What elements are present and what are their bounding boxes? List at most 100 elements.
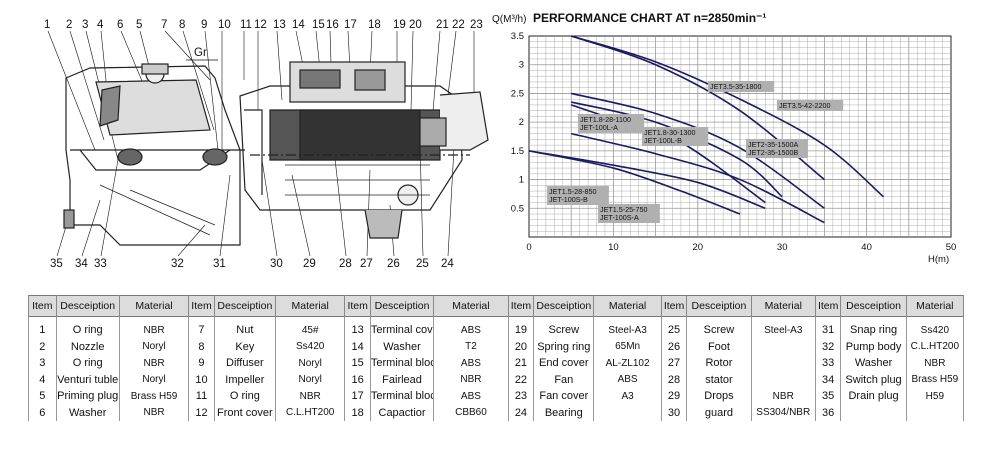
table-cell: NBR [118, 355, 190, 372]
table-cell: 10 [188, 371, 215, 388]
table-cell [905, 404, 965, 421]
table-cell: Screw [686, 316, 752, 339]
table-header-cell: Item [188, 295, 215, 317]
table-cell: guard [686, 404, 752, 421]
y-tick-label: 0.5 [511, 203, 524, 214]
table-cell [593, 404, 662, 421]
pump-body-outline [63, 61, 489, 246]
table-cell: Impeller [213, 371, 276, 388]
table-cell: 3 [28, 355, 57, 372]
curve-label-text: JET1.8-30-1300 [644, 128, 696, 137]
table-cell: ABS [433, 388, 509, 405]
series-curve [571, 132, 825, 224]
table-row: 4 Venturi tuble Noryl 10 Impeller Noryl 16 Fair… [28, 371, 965, 388]
table-cell: ABS [433, 355, 509, 372]
table-header-cell: Material [118, 295, 190, 317]
curve-label-text: JET-100S-B [549, 195, 588, 204]
table-cell: Brass H59 [118, 388, 190, 405]
callout-label: 29 [303, 258, 316, 270]
table-cell [750, 355, 816, 372]
table-cell: Steel-A3 [750, 316, 816, 339]
curve-label-text: JET-100S-A [600, 213, 639, 222]
table-cell: Diffuser [213, 355, 276, 372]
callout-label: 6 [117, 19, 123, 31]
table-cell: Noryl [118, 371, 190, 388]
table-cell: Switch plug [840, 371, 907, 388]
callout-label: 9 [201, 19, 207, 31]
chart-title: PERFORMANCE CHART AT n=2850min⁻¹ [533, 11, 766, 25]
table-cell: Rotor [686, 355, 752, 372]
callout-label: 4 [97, 19, 104, 31]
table-cell: Brass H59 [905, 371, 965, 388]
table-cell [750, 338, 816, 355]
table-cell: 24 [507, 404, 535, 421]
curve-label: JET3.5-42-2200 [777, 100, 844, 111]
callout-label: 31 [213, 258, 226, 270]
callout-label: 7 [161, 19, 167, 31]
curve-label: JET3.5-35-1800 [708, 81, 775, 92]
curve-label-text: JET2-35-1500A [748, 140, 799, 149]
table-cell: 1 [28, 316, 57, 339]
table-cell: O ring [55, 355, 120, 372]
curve-label-text: JET3.5-42-2200 [779, 101, 831, 110]
x-tick-label: 0 [526, 242, 531, 253]
table-cell: 65Mn [593, 338, 662, 355]
callout-leader [81, 199, 101, 257]
table-cell: Priming plug [55, 388, 120, 405]
y-tick-label: 3.5 [511, 31, 524, 42]
callout-label: 3 [82, 19, 88, 31]
table-header-cell: Material [593, 295, 662, 317]
table-header-cell: Desceiption [213, 295, 276, 317]
gr-label: Gr [194, 47, 207, 59]
y-tick-label: 1 [519, 175, 524, 186]
performance-chart: Q(M³/h) PERFORMANCE CHART AT n=2850min⁻¹… [492, 11, 956, 265]
callout-leader [69, 30, 105, 141]
table-cell: Fairlead [369, 371, 435, 388]
table-cell: Terminal block [369, 355, 435, 372]
callout-label: 30 [270, 258, 283, 270]
table-cell: 5 [28, 388, 57, 405]
table-cell: Spring ring [533, 338, 595, 355]
table-cell: Bearing [533, 404, 595, 421]
table-header-cell: Item [344, 295, 371, 317]
table-row: 2 Nozzle Noryl 8 Key Ss420 14 Washer T2 20 Spring … [28, 338, 965, 355]
callout-label: 20 [409, 19, 422, 31]
callout-leader [177, 224, 206, 257]
callout-label: 26 [387, 258, 400, 270]
table-cell: 12 [188, 404, 215, 421]
table-cell: Terminal cover [369, 316, 435, 339]
table-header-cell: Item [660, 295, 688, 317]
callout-leader [291, 174, 311, 257]
table-cell: 27 [660, 355, 688, 372]
callout-leader [164, 30, 211, 81]
callout-label: 24 [441, 258, 454, 270]
table-cell: 6 [28, 404, 57, 421]
table-cell: Terminal block [369, 388, 435, 405]
table-cell: Fan cover [533, 388, 595, 405]
table-row: 6 Washer NBR 12 Front cover C.L.HT200 18 Capact… [28, 404, 965, 421]
table-cell: Noryl [274, 355, 346, 372]
table-cell: End cover [533, 355, 595, 372]
table-cell: CBB60 [433, 404, 509, 421]
table-header-cell: Material [433, 295, 509, 317]
table-cell: Front cover [213, 404, 276, 421]
table-cell: NBR [433, 371, 509, 388]
table-cell: Ss420 [905, 316, 965, 339]
callout-leader [47, 30, 96, 151]
table-cell: O ring [213, 388, 276, 405]
callout-leader [447, 30, 457, 96]
table-cell: 9 [188, 355, 215, 372]
table-cell: Key [213, 338, 276, 355]
x-tick-label: 10 [608, 242, 619, 253]
callout-label: 12 [254, 19, 267, 31]
table-header-cell: Desceiption [686, 295, 752, 317]
table-cell: 21 [507, 355, 535, 372]
table-cell: 31 [814, 316, 842, 339]
table-cell: 23 [507, 388, 535, 405]
callout-label: 11 [240, 19, 252, 31]
table-cell: NBR [118, 404, 190, 421]
callout-label: 18 [368, 19, 381, 31]
